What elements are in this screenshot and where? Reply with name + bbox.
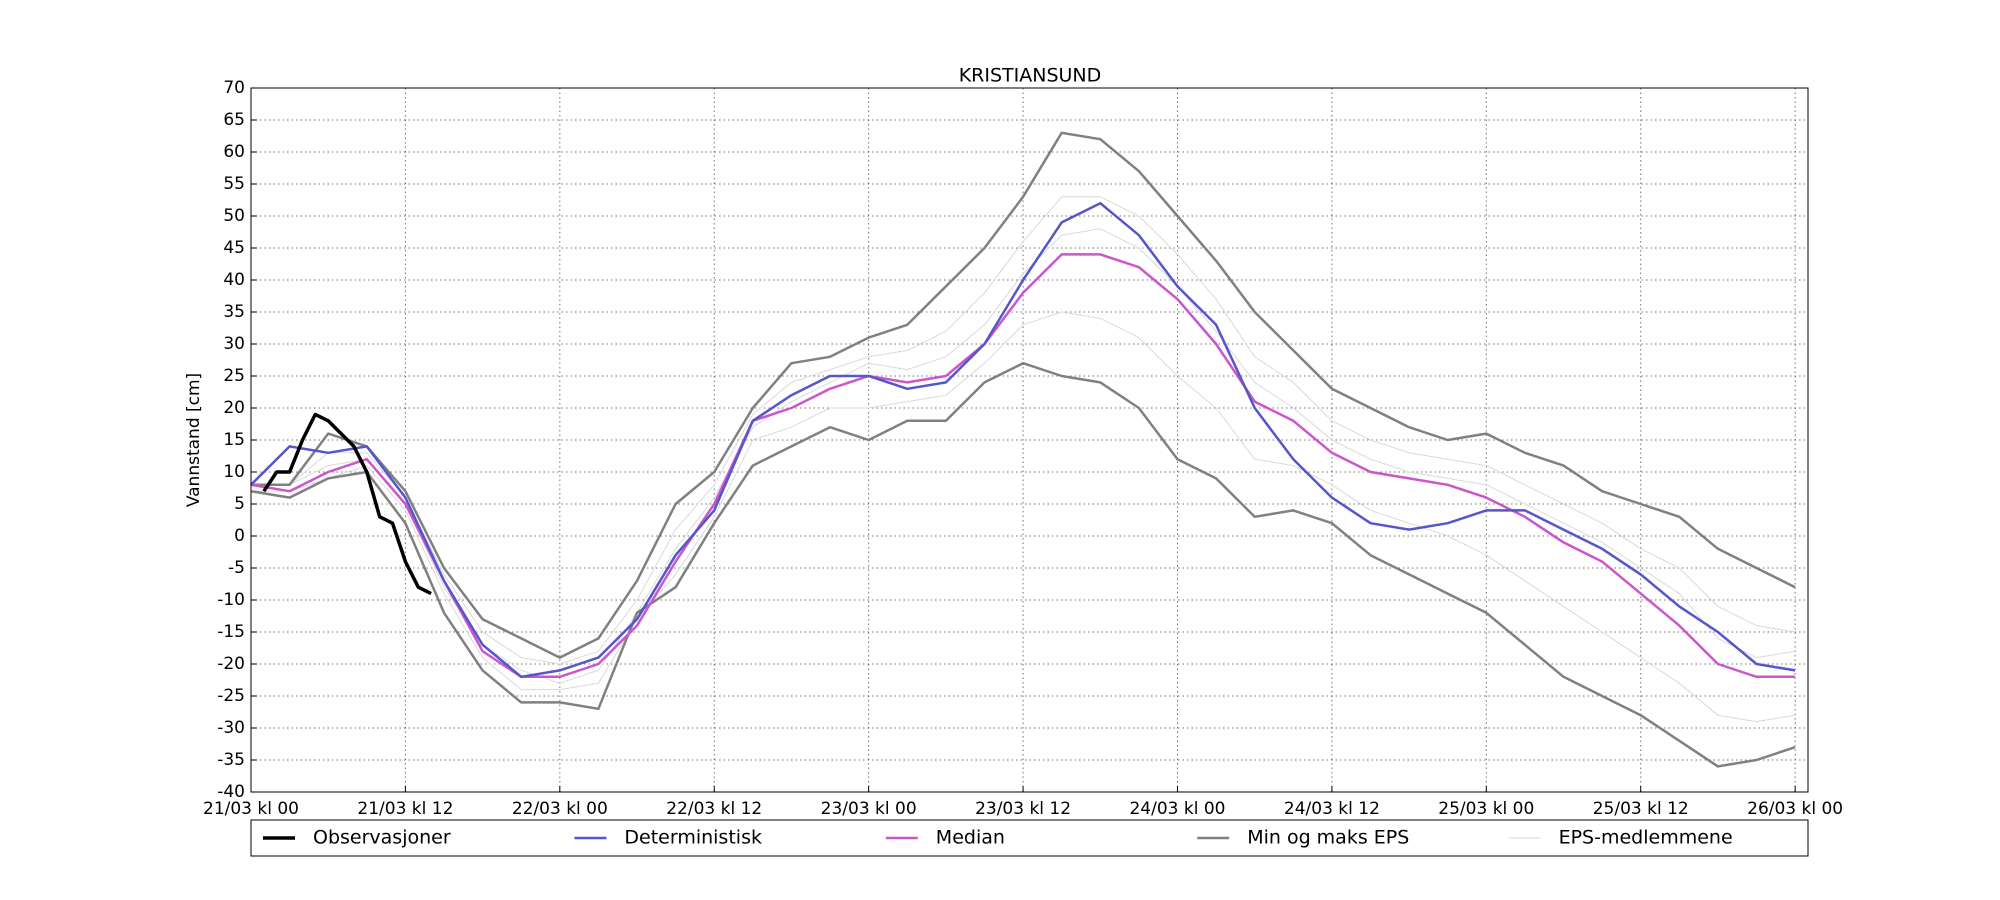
series-line [250,253,1796,679]
x-tick-label: 22/03 kl 00 [512,799,608,819]
legend-label: Median [936,827,1005,849]
y-tick-label: -35 [217,750,245,770]
legend-label: Observasjoner [313,827,451,849]
x-tick-label: 25/03 kl 00 [1438,799,1534,819]
chart-title: KRISTIANSUND [959,65,1102,87]
plot-frame [250,87,1809,793]
series-line [251,228,1796,684]
y-tick-label: 65 [223,110,245,130]
x-tick-label: 24/03 kl 12 [1284,799,1380,819]
x-tick-label: 23/03 kl 12 [975,799,1071,819]
y-tick-label: -30 [217,718,245,738]
y-tick-label: -10 [217,590,245,610]
series-line [250,201,1796,679]
y-tick-label: 40 [223,270,245,290]
y-tick-label: 0 [234,526,245,546]
y-tick-label: 15 [223,430,245,450]
y-tick-label: -5 [228,558,245,578]
x-tick-label: 21/03 kl 00 [203,799,299,819]
x-tick-label: 21/03 kl 12 [357,799,453,819]
y-tick-label: -25 [217,686,245,706]
y-tick-label: -20 [217,654,245,674]
x-tick-label: 26/03 kl 00 [1747,799,1843,819]
y-tick-label: 25 [223,366,245,386]
y-tick-label: 45 [223,238,245,258]
legend-label: Min og maks EPS [1247,827,1409,849]
legend-label: Deterministisk [624,827,762,849]
y-tick-label: 50 [223,206,245,226]
y-tick-label: -40 [217,782,245,802]
y-tick-label: 55 [223,174,245,194]
y-tick-label: 10 [223,462,245,482]
y-tick-label: 30 [223,334,245,354]
legend-box [250,819,1809,857]
y-tick-label: 35 [223,302,245,322]
series-line [250,361,1796,768]
series-line [251,311,1796,723]
y-tick-label: 5 [234,494,245,514]
x-tick-label: 22/03 kl 12 [666,799,762,819]
y-tick-label: 20 [223,398,245,418]
y-tick-label: 60 [223,142,245,162]
y-tick-label: -15 [217,622,245,642]
x-tick-label: 23/03 kl 00 [821,799,917,819]
series-line [251,196,1796,665]
series-line [262,412,432,596]
legend-label: EPS-medlemmene [1559,827,1733,849]
y-axis-label: Vannstand [cm] [184,373,204,507]
x-tick-label: 25/03 kl 12 [1593,799,1689,819]
y-tick-label: 70 [223,78,245,98]
series-line [251,131,1796,659]
x-tick-label: 24/03 kl 00 [1129,799,1225,819]
